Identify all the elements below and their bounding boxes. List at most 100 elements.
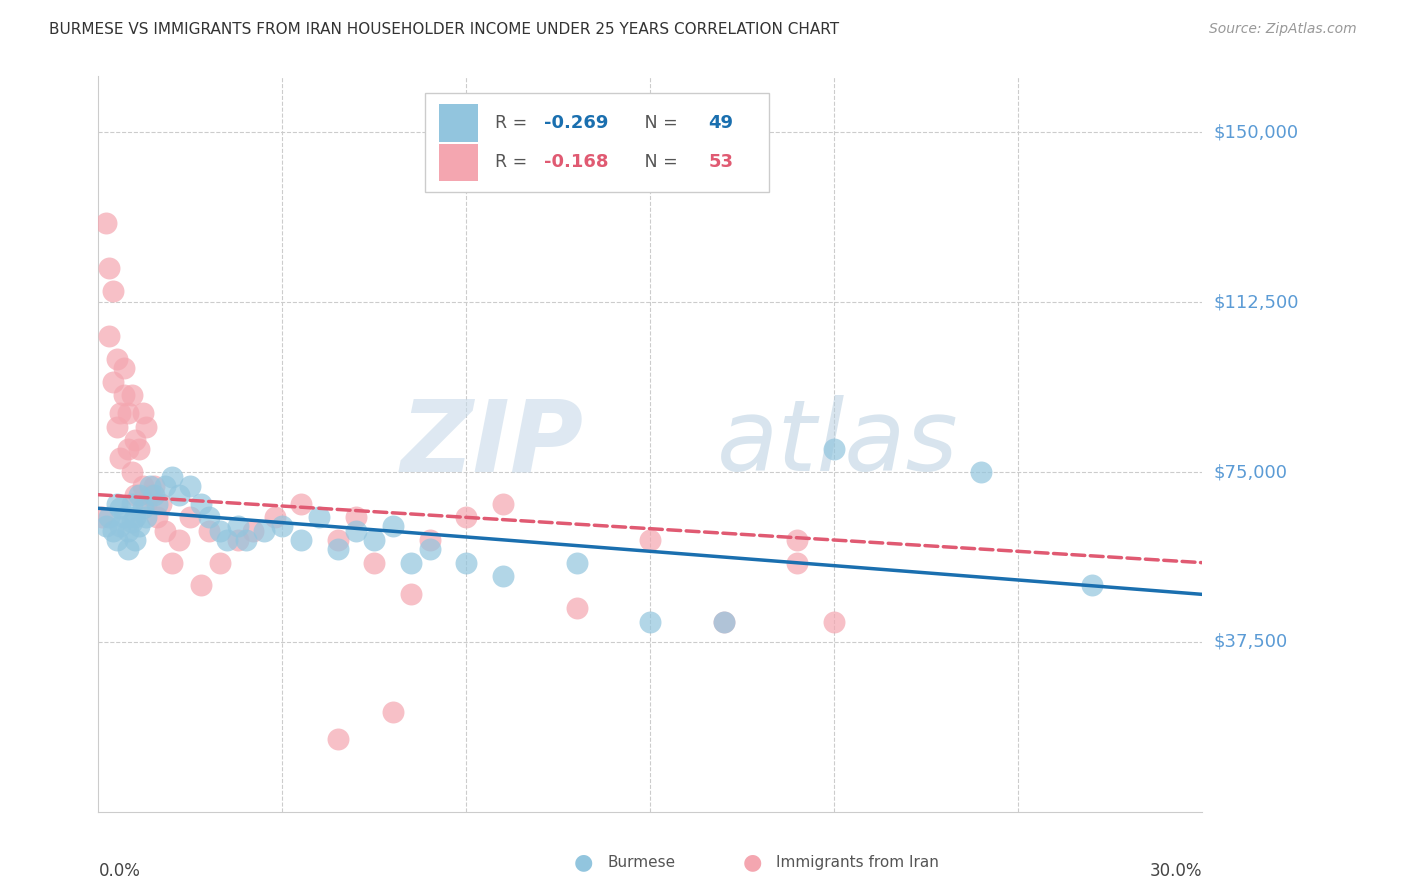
Point — [101, 284, 124, 298]
Text: ZIP: ZIP — [401, 395, 583, 492]
Point — [492, 569, 515, 583]
Text: N =: N = — [628, 114, 683, 132]
Point — [101, 524, 124, 538]
Bar — [439, 104, 478, 142]
Point — [121, 515, 143, 529]
Point — [363, 533, 385, 547]
Point — [110, 406, 132, 420]
Point — [290, 497, 312, 511]
Point — [363, 556, 385, 570]
Text: N =: N = — [628, 153, 683, 171]
Text: ●: ● — [574, 853, 593, 872]
Point — [456, 510, 478, 524]
Text: 0.0%: 0.0% — [98, 862, 141, 880]
Text: Immigrants from Iran: Immigrants from Iran — [776, 855, 939, 870]
Point — [153, 478, 176, 492]
Point — [456, 556, 478, 570]
Point — [823, 615, 845, 629]
Point — [94, 519, 117, 533]
Point — [112, 360, 135, 375]
Point — [160, 556, 183, 570]
Point — [135, 419, 157, 434]
Point — [190, 578, 212, 592]
Text: 49: 49 — [709, 114, 734, 132]
Point — [98, 510, 121, 524]
Point — [131, 501, 153, 516]
Point — [786, 556, 808, 570]
Point — [117, 406, 139, 420]
Point — [128, 442, 150, 457]
Point — [970, 465, 993, 479]
Point — [565, 556, 588, 570]
Text: -0.168: -0.168 — [544, 153, 609, 171]
Bar — [439, 144, 478, 181]
Point — [399, 587, 422, 601]
Text: $112,500: $112,500 — [1213, 293, 1299, 311]
Point — [326, 542, 349, 557]
Text: 53: 53 — [709, 153, 734, 171]
Point — [128, 519, 150, 533]
Point — [142, 478, 165, 492]
Point — [271, 519, 294, 533]
Point — [139, 488, 162, 502]
Point — [565, 601, 588, 615]
Text: $150,000: $150,000 — [1213, 123, 1298, 142]
Text: ●: ● — [742, 853, 762, 872]
Point — [713, 615, 735, 629]
Text: R =: R = — [495, 153, 533, 171]
Point — [135, 510, 157, 524]
Point — [135, 497, 157, 511]
Point — [242, 524, 264, 538]
Point — [117, 524, 139, 538]
Point — [91, 510, 114, 524]
Text: 30.0%: 30.0% — [1150, 862, 1202, 880]
Point — [399, 556, 422, 570]
Point — [492, 497, 515, 511]
Point — [786, 533, 808, 547]
Point — [169, 488, 191, 502]
Point — [110, 519, 132, 533]
Text: BURMESE VS IMMIGRANTS FROM IRAN HOUSEHOLDER INCOME UNDER 25 YEARS CORRELATION CH: BURMESE VS IMMIGRANTS FROM IRAN HOUSEHOL… — [49, 22, 839, 37]
Point — [149, 497, 172, 511]
Point — [235, 533, 257, 547]
Point — [128, 488, 150, 502]
Point — [217, 533, 239, 547]
Point — [326, 732, 349, 747]
Point — [112, 510, 135, 524]
Text: $37,500: $37,500 — [1213, 633, 1288, 651]
Point — [110, 501, 132, 516]
Point — [208, 556, 231, 570]
Point — [112, 388, 135, 402]
Point — [197, 524, 219, 538]
Point — [153, 524, 176, 538]
Text: -0.269: -0.269 — [544, 114, 609, 132]
Point — [121, 465, 143, 479]
Point — [124, 488, 146, 502]
Point — [121, 388, 143, 402]
Text: Source: ZipAtlas.com: Source: ZipAtlas.com — [1209, 22, 1357, 37]
Point — [419, 542, 441, 557]
Point — [179, 510, 201, 524]
Text: Burmese: Burmese — [607, 855, 675, 870]
Point — [638, 533, 661, 547]
Point — [98, 329, 121, 343]
Point — [98, 261, 121, 276]
Point — [146, 510, 169, 524]
Point — [124, 510, 146, 524]
Point — [105, 351, 128, 366]
Point — [105, 419, 128, 434]
Point — [190, 497, 212, 511]
Point — [124, 434, 146, 448]
Point — [1081, 578, 1104, 592]
Point — [419, 533, 441, 547]
Point — [101, 375, 124, 389]
Point — [105, 533, 128, 547]
Point — [713, 615, 735, 629]
Point — [124, 533, 146, 547]
Point — [179, 478, 201, 492]
Point — [121, 497, 143, 511]
Point — [823, 442, 845, 457]
Point — [253, 524, 276, 538]
Point — [142, 488, 165, 502]
Point — [131, 478, 153, 492]
